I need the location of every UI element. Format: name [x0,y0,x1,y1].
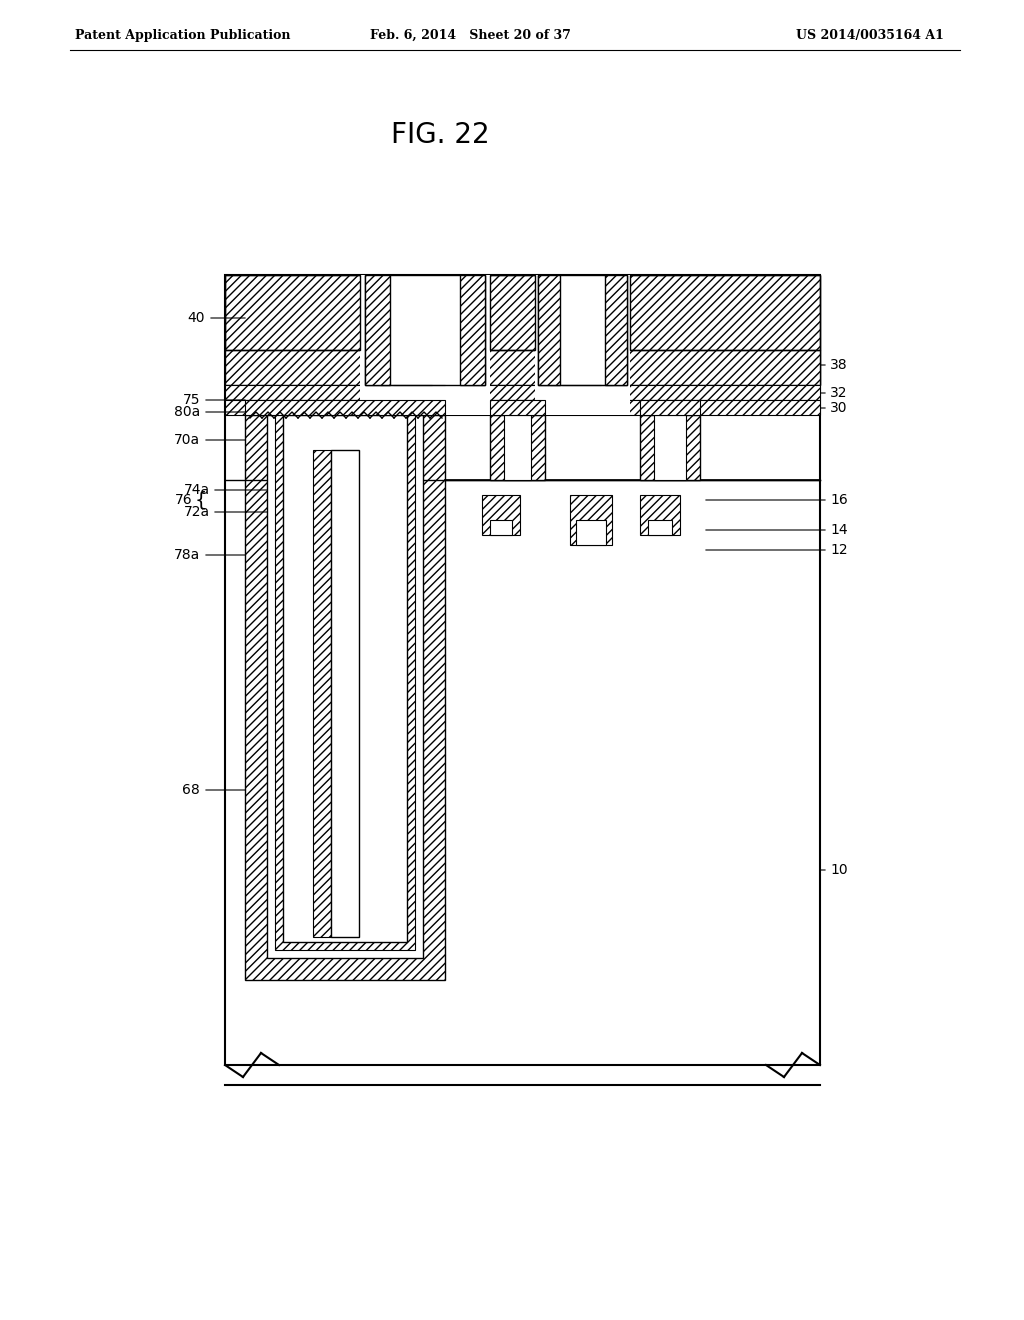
Bar [225,275,360,350]
Text: 68: 68 [182,783,200,797]
Text: Patent Application Publication: Patent Application Publication [75,29,291,41]
Bar [360,350,490,385]
Bar [630,275,820,350]
Text: {: { [195,491,208,510]
Bar [225,275,820,385]
Bar [504,414,531,480]
Text: US 2014/0035164 A1: US 2014/0035164 A1 [796,29,944,41]
Bar [538,275,627,385]
Bar [245,400,445,414]
Bar [535,400,630,414]
Bar [535,350,630,385]
Bar [640,414,700,480]
Bar [313,450,331,937]
Text: 14: 14 [830,523,848,537]
Text: FIG. 22: FIG. 22 [391,121,489,149]
Bar [225,275,820,1065]
Bar [490,520,512,535]
Bar [360,385,490,400]
Text: 70a: 70a [174,433,200,447]
Bar [365,275,390,385]
Bar [490,400,545,414]
Bar [535,385,630,400]
Bar [365,275,485,385]
Bar [360,275,490,350]
Bar [460,275,485,385]
Bar [535,275,630,350]
Bar [225,350,820,385]
Text: 72a: 72a [184,506,210,519]
Text: Feb. 6, 2014   Sheet 20 of 37: Feb. 6, 2014 Sheet 20 of 37 [370,29,570,41]
Text: 75: 75 [182,393,200,407]
Text: 78a: 78a [174,548,200,562]
Bar [575,520,606,545]
Bar [245,414,445,979]
Bar [225,400,820,414]
Bar [570,495,612,545]
Bar [360,400,490,414]
Bar [654,414,686,480]
Bar [605,275,627,385]
Bar [267,414,423,958]
Bar [331,450,359,937]
Text: 40: 40 [187,312,205,325]
Text: 30: 30 [830,401,848,414]
Text: 16: 16 [830,492,848,507]
Text: 80a: 80a [174,405,200,418]
Text: 38: 38 [830,358,848,372]
Bar [225,385,820,400]
Bar [640,400,700,414]
Bar [275,414,415,950]
Bar [640,495,680,535]
Bar [648,520,672,535]
Bar [538,275,560,385]
Text: 32: 32 [830,385,848,400]
Bar [490,275,535,350]
Text: 74a: 74a [184,483,210,498]
Bar [283,414,407,942]
Text: 76: 76 [174,492,193,507]
Bar [490,414,545,480]
Text: 12: 12 [830,543,848,557]
Bar [482,495,520,535]
Text: 10: 10 [830,863,848,876]
